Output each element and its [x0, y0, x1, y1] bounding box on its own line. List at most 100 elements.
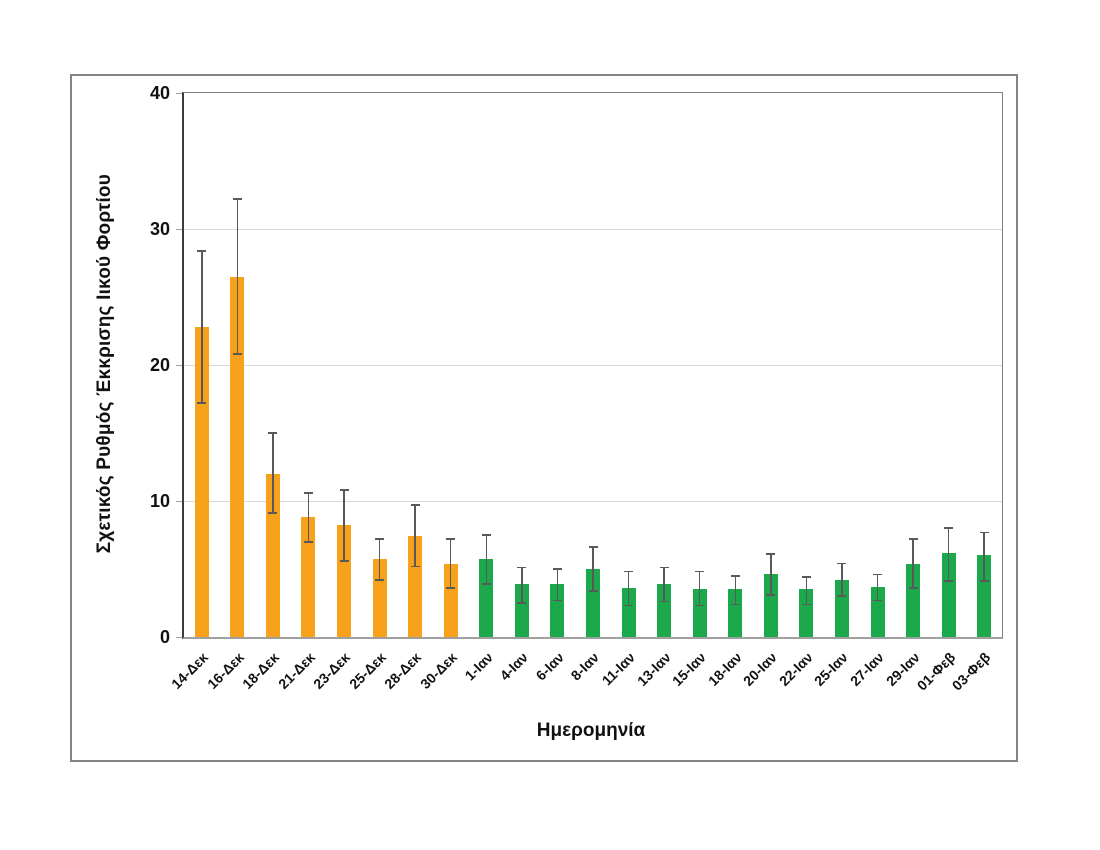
gridline-y-10: [184, 500, 1002, 502]
error-cap-top-1-Ιαν: [481, 534, 491, 536]
error-bar-11-Ιαν: [627, 571, 630, 606]
error-cap-top-8-Ιαν: [588, 546, 598, 548]
y-axis-tick-label: 10: [149, 491, 170, 511]
error-cap-top-13-Ιαν: [659, 566, 669, 569]
gridline-y-20: [184, 364, 1002, 366]
plot-area: 0 10 20 30 40 14-Δεκ 16-Δεκ 18-Δεκ 21-Δεκ 23-Δεκ 2…: [150, 83, 1003, 693]
error-cap-bottom-01-Φεβ: [944, 580, 954, 582]
error-cap-top-11-Ιαν: [624, 570, 634, 573]
error-cap-bottom-6-Ιαν: [552, 599, 562, 602]
error-cap-bottom-28-Δεκ: [410, 565, 420, 568]
error-cap-bottom-29-Ιαν: [908, 587, 918, 589]
error-cap-bottom-13-Ιαν: [659, 600, 669, 603]
bar-16-Δεκ: [230, 276, 245, 637]
bar-4-Ιαν: [514, 583, 529, 637]
bar-8-Ιαν: [586, 569, 600, 637]
error-cap-top-18-Ιαν: [730, 575, 740, 577]
error-cap-top-03-Φεβ: [979, 531, 989, 534]
error-bar-14-Δεκ: [201, 250, 203, 404]
error-cap-top-16-Δεκ: [232, 198, 242, 200]
bar-30-Δεκ: [443, 563, 458, 637]
y-axis-title-wrap: Σχετικός Ρυθμός Έκκρισης Ιικού Φορτίου: [86, 92, 124, 636]
y-axis-tick-label: 30: [149, 219, 170, 239]
error-cap-top-4-Ιαν: [517, 566, 527, 569]
bar-29-Ιαν: [906, 563, 921, 637]
error-bar-22-Ιαν: [805, 577, 808, 605]
error-cap-bottom-23-Δεκ: [339, 560, 349, 562]
error-cap-top-21-Δεκ: [303, 492, 313, 494]
error-bar-21-Δεκ: [307, 492, 310, 542]
error-bar-01-Φεβ: [947, 528, 950, 582]
bar-01-Φεβ: [941, 552, 956, 637]
error-cap-bottom-8-Ιαν: [588, 590, 598, 592]
error-cap-top-14-Δεκ: [197, 250, 207, 252]
error-bar-30-Δεκ: [449, 539, 452, 589]
error-cap-bottom-16-Δεκ: [232, 353, 242, 355]
error-cap-bottom-30-Δεκ: [446, 587, 456, 589]
bar-22-Ιαν: [799, 589, 814, 637]
bar-11-Ιαν: [621, 588, 636, 637]
error-bar-25-Δεκ: [378, 539, 381, 580]
bar-18-Δεκ: [265, 473, 280, 637]
y-axis-tick: [176, 92, 182, 94]
error-cap-top-01-Φεβ: [944, 527, 954, 529]
error-bar-27-Ιαν: [876, 574, 879, 601]
figure-border: [70, 74, 1018, 762]
y-axis-tick-label: 20: [149, 355, 170, 375]
bar-14-Δεκ: [194, 326, 209, 637]
y-axis-tick: [176, 228, 182, 230]
error-bar-23-Δεκ: [343, 490, 345, 561]
error-bar-18-Δεκ: [272, 433, 274, 514]
x-axis-title: Ημερομηνία: [536, 720, 646, 741]
error-cap-top-28-Δεκ: [410, 504, 420, 506]
error-cap-top-23-Δεκ: [339, 489, 349, 491]
bar-25-Ιαν: [834, 579, 849, 637]
error-bar-6-Ιαν: [556, 569, 559, 601]
error-cap-bottom-14-Δεκ: [197, 402, 207, 404]
bar-1-Ιαν: [479, 559, 494, 637]
error-cap-top-22-Ιαν: [801, 576, 811, 578]
error-cap-bottom-11-Ιαν: [624, 604, 634, 607]
error-cap-bottom-22-Ιαν: [801, 603, 811, 606]
y-axis-title: Σχετικός Ρυθμός Έκκρισης Ιικού Φορτίου: [94, 174, 115, 554]
error-bar-1-Ιαν: [485, 535, 488, 584]
error-cap-bottom-03-Φεβ: [979, 580, 989, 582]
error-cap-top-30-Δεκ: [446, 538, 456, 540]
bar-28-Δεκ: [408, 536, 423, 637]
error-cap-top-25-Δεκ: [375, 538, 385, 540]
error-cap-bottom-1-Ιαν: [481, 583, 491, 585]
error-bar-13-Ιαν: [663, 567, 665, 602]
bar-18-Ιαν: [728, 589, 743, 637]
bar-21-Δεκ: [301, 517, 316, 637]
error-cap-top-20-Ιαν: [766, 553, 776, 555]
error-cap-bottom-27-Ιαν: [873, 599, 883, 602]
error-bar-20-Ιαν: [770, 554, 772, 595]
error-bar-16-Δεκ: [236, 199, 239, 355]
error-bar-4-Ιαν: [521, 567, 523, 603]
bar-20-Ιαν: [763, 574, 778, 637]
error-cap-top-15-Ιαν: [695, 570, 705, 573]
error-bar-29-Ιαν: [912, 539, 914, 589]
error-cap-bottom-18-Ιαν: [730, 603, 740, 606]
gridline-y-30: [184, 228, 1002, 230]
error-cap-bottom-20-Ιαν: [766, 594, 776, 596]
bar-03-Φεβ: [977, 555, 992, 637]
error-cap-bottom-25-Ιαν: [837, 595, 847, 597]
error-bar-18-Ιαν: [734, 575, 736, 605]
error-bar-28-Δεκ: [414, 505, 416, 567]
bar-13-Ιαν: [657, 583, 672, 637]
bar-15-Ιαν: [692, 589, 707, 637]
y-axis-tick: [176, 364, 182, 366]
error-cap-bottom-21-Δεκ: [303, 541, 313, 543]
bar-25-Δεκ: [372, 559, 387, 637]
error-bar-8-Ιαν: [592, 547, 594, 591]
error-cap-bottom-4-Ιαν: [517, 602, 527, 604]
error-bar-03-Φεβ: [983, 532, 985, 582]
bar-27-Ιαν: [870, 586, 885, 637]
error-bar-25-Ιαν: [841, 563, 843, 597]
error-cap-top-29-Ιαν: [908, 538, 918, 540]
y-axis-tick-label: 40: [149, 83, 170, 103]
error-cap-bottom-25-Δεκ: [375, 579, 385, 581]
y-axis-tick-label: 0: [159, 627, 170, 647]
